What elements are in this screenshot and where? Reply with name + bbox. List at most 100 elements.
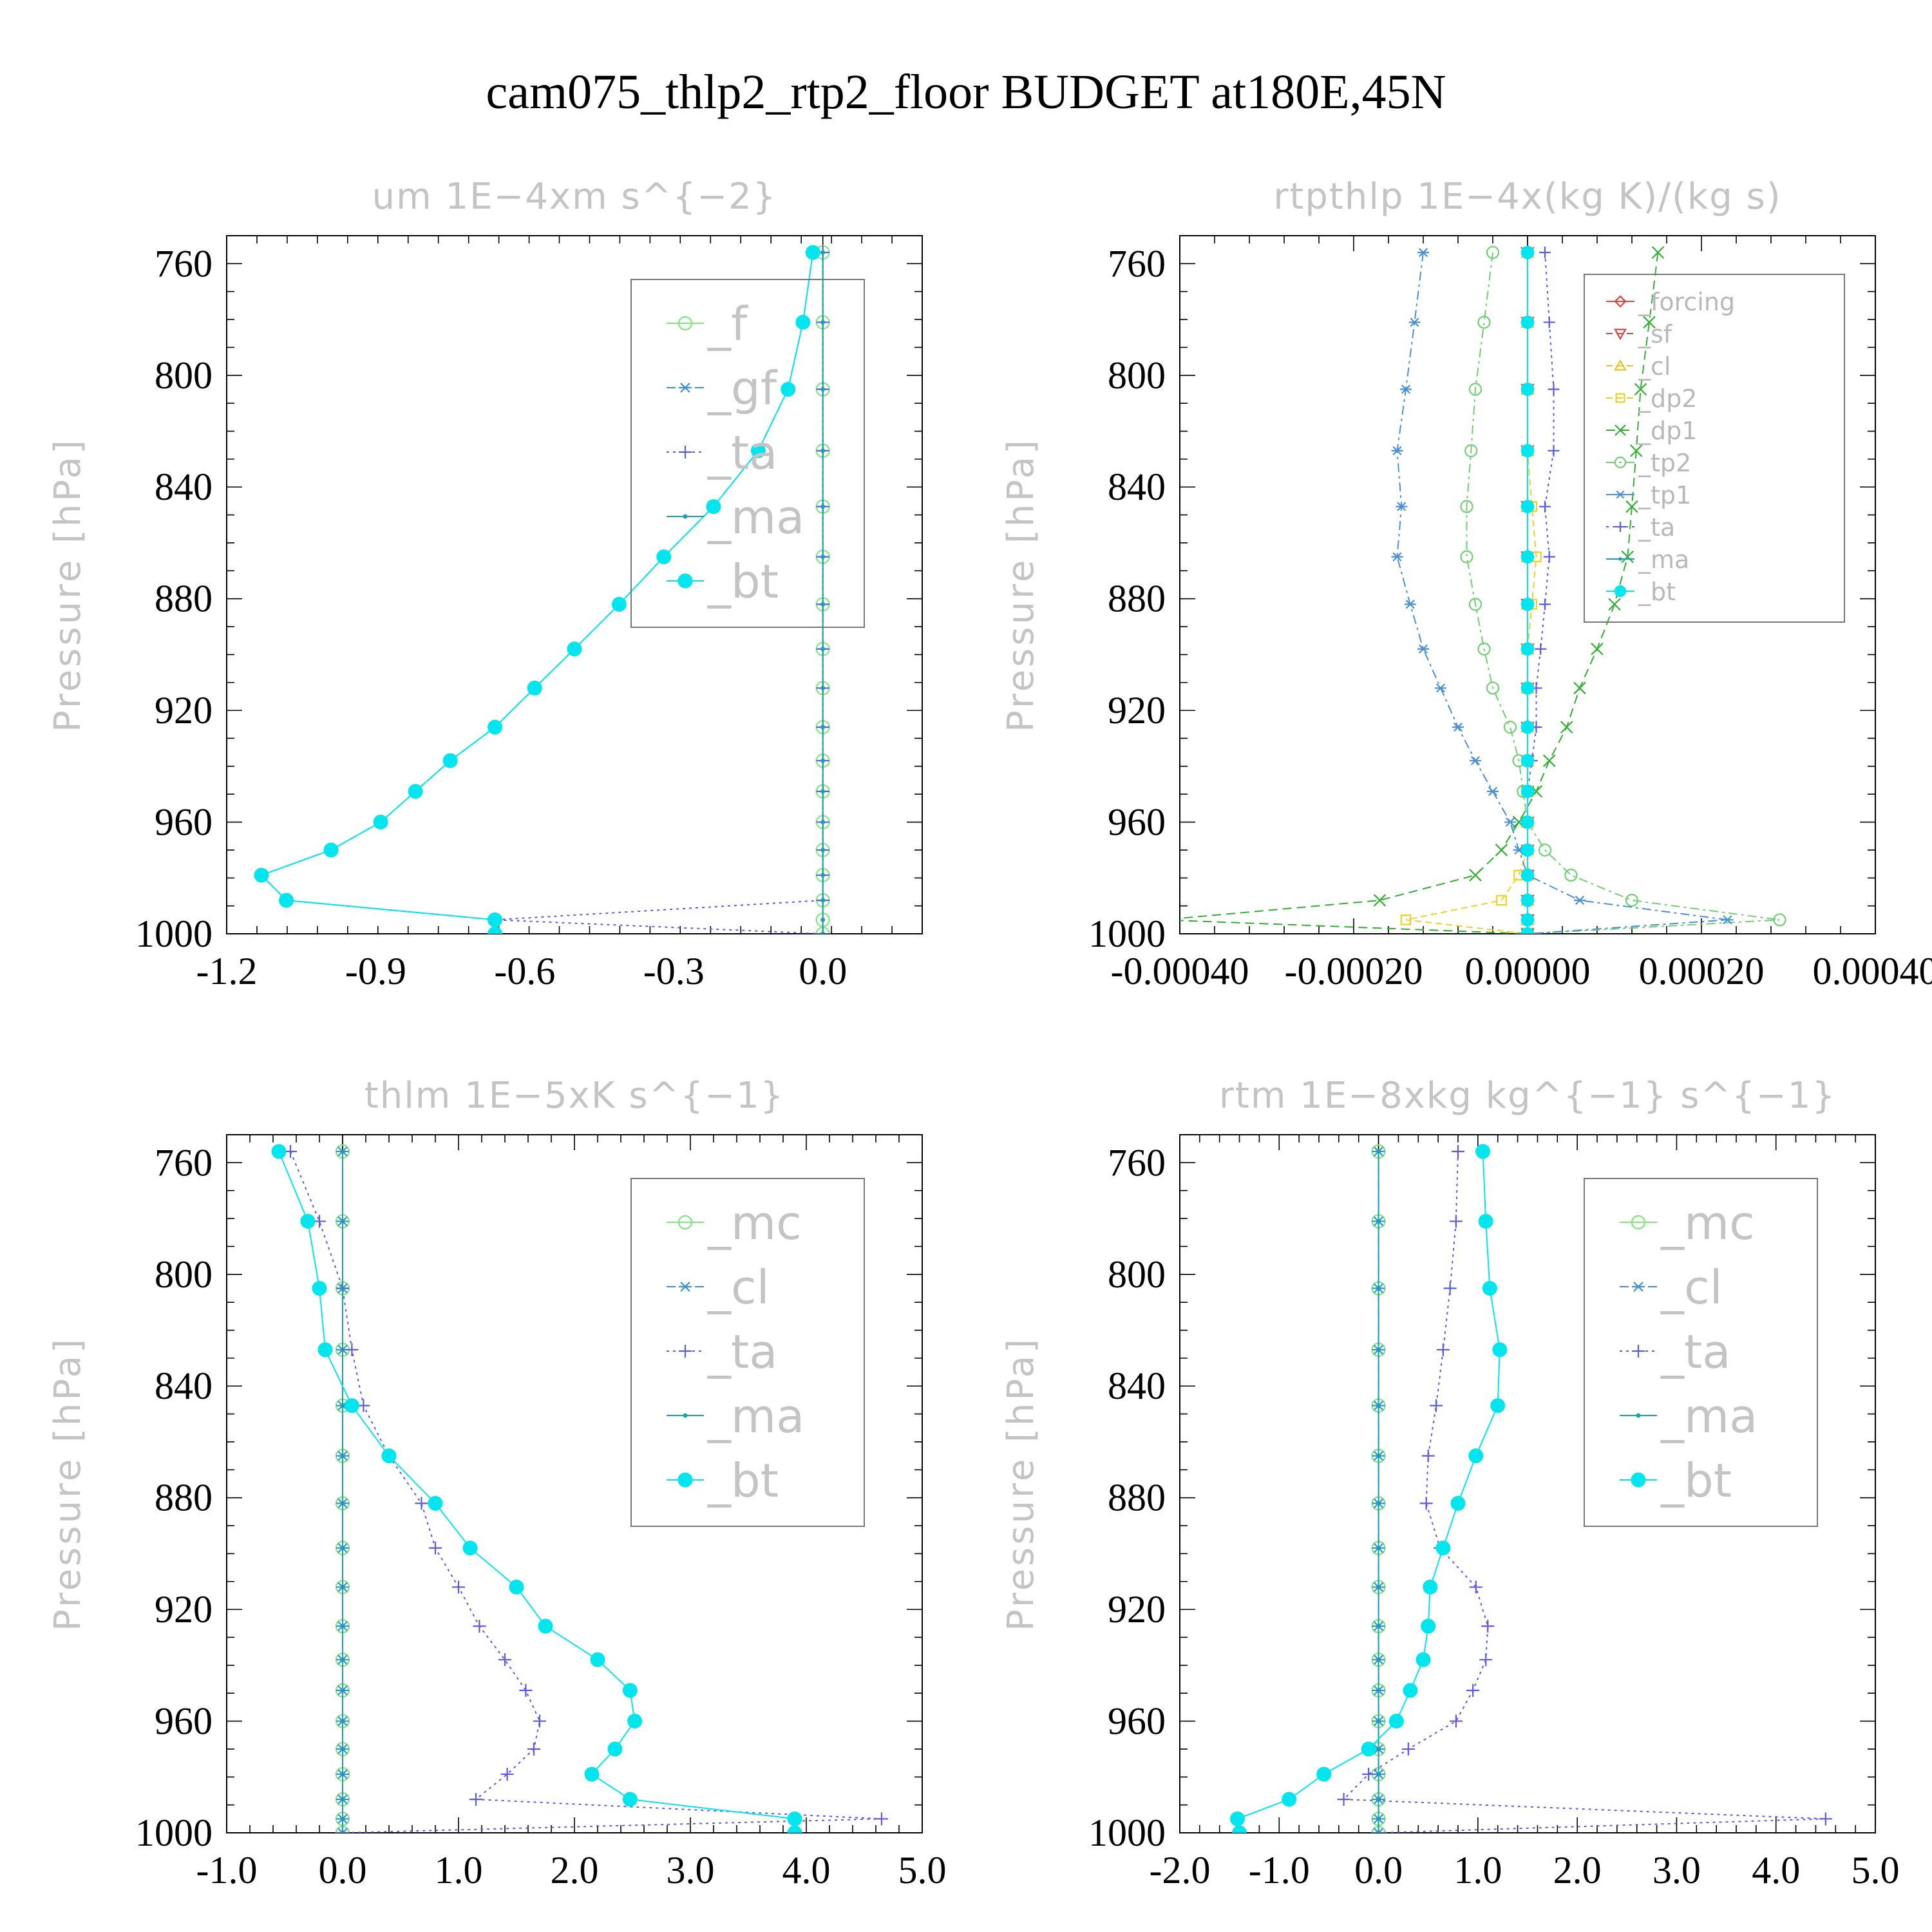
- series-line: [278, 1151, 795, 1833]
- series-tp1: [1391, 247, 1734, 934]
- x-tick-label: 0.0: [319, 1849, 367, 1891]
- y-tick-label: 880: [1108, 1477, 1166, 1519]
- data-point: [340, 1624, 345, 1629]
- legend-label: _ma: [1638, 545, 1689, 574]
- y-tick-label: 760: [1108, 242, 1166, 285]
- data-point: [1520, 815, 1535, 829]
- data-point: [1376, 1816, 1381, 1821]
- x-tick-label: -2.0: [1150, 1849, 1211, 1891]
- data-point: [1560, 721, 1573, 734]
- legend-label: _cl: [1660, 1260, 1723, 1314]
- x-tick-label: 2.0: [1553, 1849, 1602, 1891]
- x-tick-label: 3.0: [1653, 1849, 1701, 1891]
- data-point: [1591, 642, 1604, 656]
- data-point: [820, 848, 826, 853]
- y-axis-ticks: [227, 1134, 922, 1833]
- data-point: [1621, 550, 1634, 564]
- data-point: [820, 873, 826, 878]
- data-point: [1376, 1772, 1381, 1777]
- series-group: [254, 245, 830, 934]
- data-point: [1391, 552, 1403, 562]
- data-point: [706, 499, 721, 515]
- panel-title: um 1E−4xm s^{−2}: [372, 176, 777, 218]
- x-tick-label: -1.2: [196, 950, 258, 992]
- data-point: [1435, 1540, 1451, 1556]
- legend-item: _ma: [1606, 545, 1689, 574]
- data-point: [787, 1825, 802, 1833]
- series-ma: [820, 250, 826, 934]
- legend-marker: [1618, 557, 1622, 561]
- data-point: [820, 685, 826, 690]
- series-line: [1466, 252, 1780, 934]
- data-point: [1337, 1792, 1350, 1806]
- legend-box: [630, 1178, 865, 1527]
- legend-marker: [1615, 424, 1626, 436]
- y-tick-label: 960: [155, 801, 213, 844]
- data-point: [415, 1497, 428, 1510]
- data-point: [1400, 914, 1412, 925]
- legend-label: _ma: [707, 490, 804, 544]
- x-tick-label: -0.6: [494, 950, 555, 992]
- data-point: [1376, 1688, 1381, 1693]
- data-point: [1625, 500, 1638, 513]
- data-point: [1477, 642, 1491, 656]
- data-point: [584, 1766, 600, 1782]
- data-point: [340, 1657, 345, 1662]
- x-tick-label: 5.0: [1852, 1849, 1900, 1891]
- data-point: [1520, 500, 1535, 513]
- legend-item: _ta: [667, 426, 777, 480]
- x-tick-label: 0.00000: [1465, 950, 1591, 992]
- legend-item: _bt: [1620, 1454, 1732, 1508]
- data-point: [805, 245, 820, 260]
- data-point: [1481, 1620, 1495, 1633]
- legend-item: _forcing: [1606, 288, 1735, 316]
- legend-marker: [1631, 1215, 1646, 1230]
- data-point: [1376, 1347, 1381, 1352]
- legend-item: _ta: [667, 1325, 777, 1379]
- data-point: [1539, 247, 1551, 259]
- x-tick-label: 0.0: [799, 950, 847, 992]
- y-tick-label: 840: [155, 466, 213, 508]
- chart-panel-1: um 1E−4xm s^{−2} Pressure [hPa] 760 800 840 8…: [47, 176, 923, 992]
- chart-panel-3: thlm 1E−5xK s^{−1} Pressure [hPa] 760 800 84…: [47, 1075, 947, 1891]
- series-line: [1342, 1151, 1826, 1833]
- legend-item: _ma: [667, 1389, 804, 1443]
- legend-marker: [1632, 1345, 1645, 1358]
- legend-marker: [1614, 585, 1627, 598]
- series-bt: [1229, 1144, 1508, 1833]
- y-axis-ticks: [1180, 235, 1875, 934]
- data-point: [1460, 500, 1473, 513]
- legend-label: _ta: [1638, 513, 1675, 542]
- x-tick-label: -0.9: [345, 950, 406, 992]
- data-point: [567, 641, 582, 657]
- y-tick-label: 1000: [1088, 1812, 1166, 1854]
- x-tick-label: 1.0: [435, 1849, 483, 1891]
- y-tick-label: 920: [1108, 689, 1166, 732]
- legend-marker: [1614, 295, 1627, 308]
- data-point: [488, 926, 503, 934]
- data-point: [1466, 1683, 1480, 1697]
- legend-marker: [679, 446, 692, 459]
- y-tick-label: 920: [155, 689, 213, 732]
- data-point: [1520, 720, 1535, 734]
- series-ma: [1376, 1149, 1381, 1833]
- data-point: [1376, 1584, 1381, 1589]
- legend-label: _bt: [1638, 578, 1676, 606]
- data-point: [1542, 754, 1556, 767]
- y-tick-label: 1000: [1088, 913, 1166, 955]
- data-point: [336, 1828, 349, 1833]
- data-point: [1504, 817, 1516, 827]
- panel-title: rtpthlp 1E−4x(kg K)/(kg s): [1273, 176, 1781, 218]
- y-tick-label: 960: [155, 1700, 213, 1743]
- data-point: [1490, 1398, 1506, 1414]
- x-tick-label: 0.00020: [1639, 950, 1765, 992]
- x-tick-label: -0.00040: [1111, 950, 1249, 992]
- data-point: [1819, 1812, 1832, 1826]
- data-point: [1450, 1495, 1466, 1511]
- data-point: [1468, 598, 1482, 611]
- data-point: [1634, 383, 1647, 396]
- legend-label: _mc: [1660, 1196, 1755, 1250]
- data-point: [1651, 246, 1665, 259]
- data-point: [1376, 1501, 1381, 1506]
